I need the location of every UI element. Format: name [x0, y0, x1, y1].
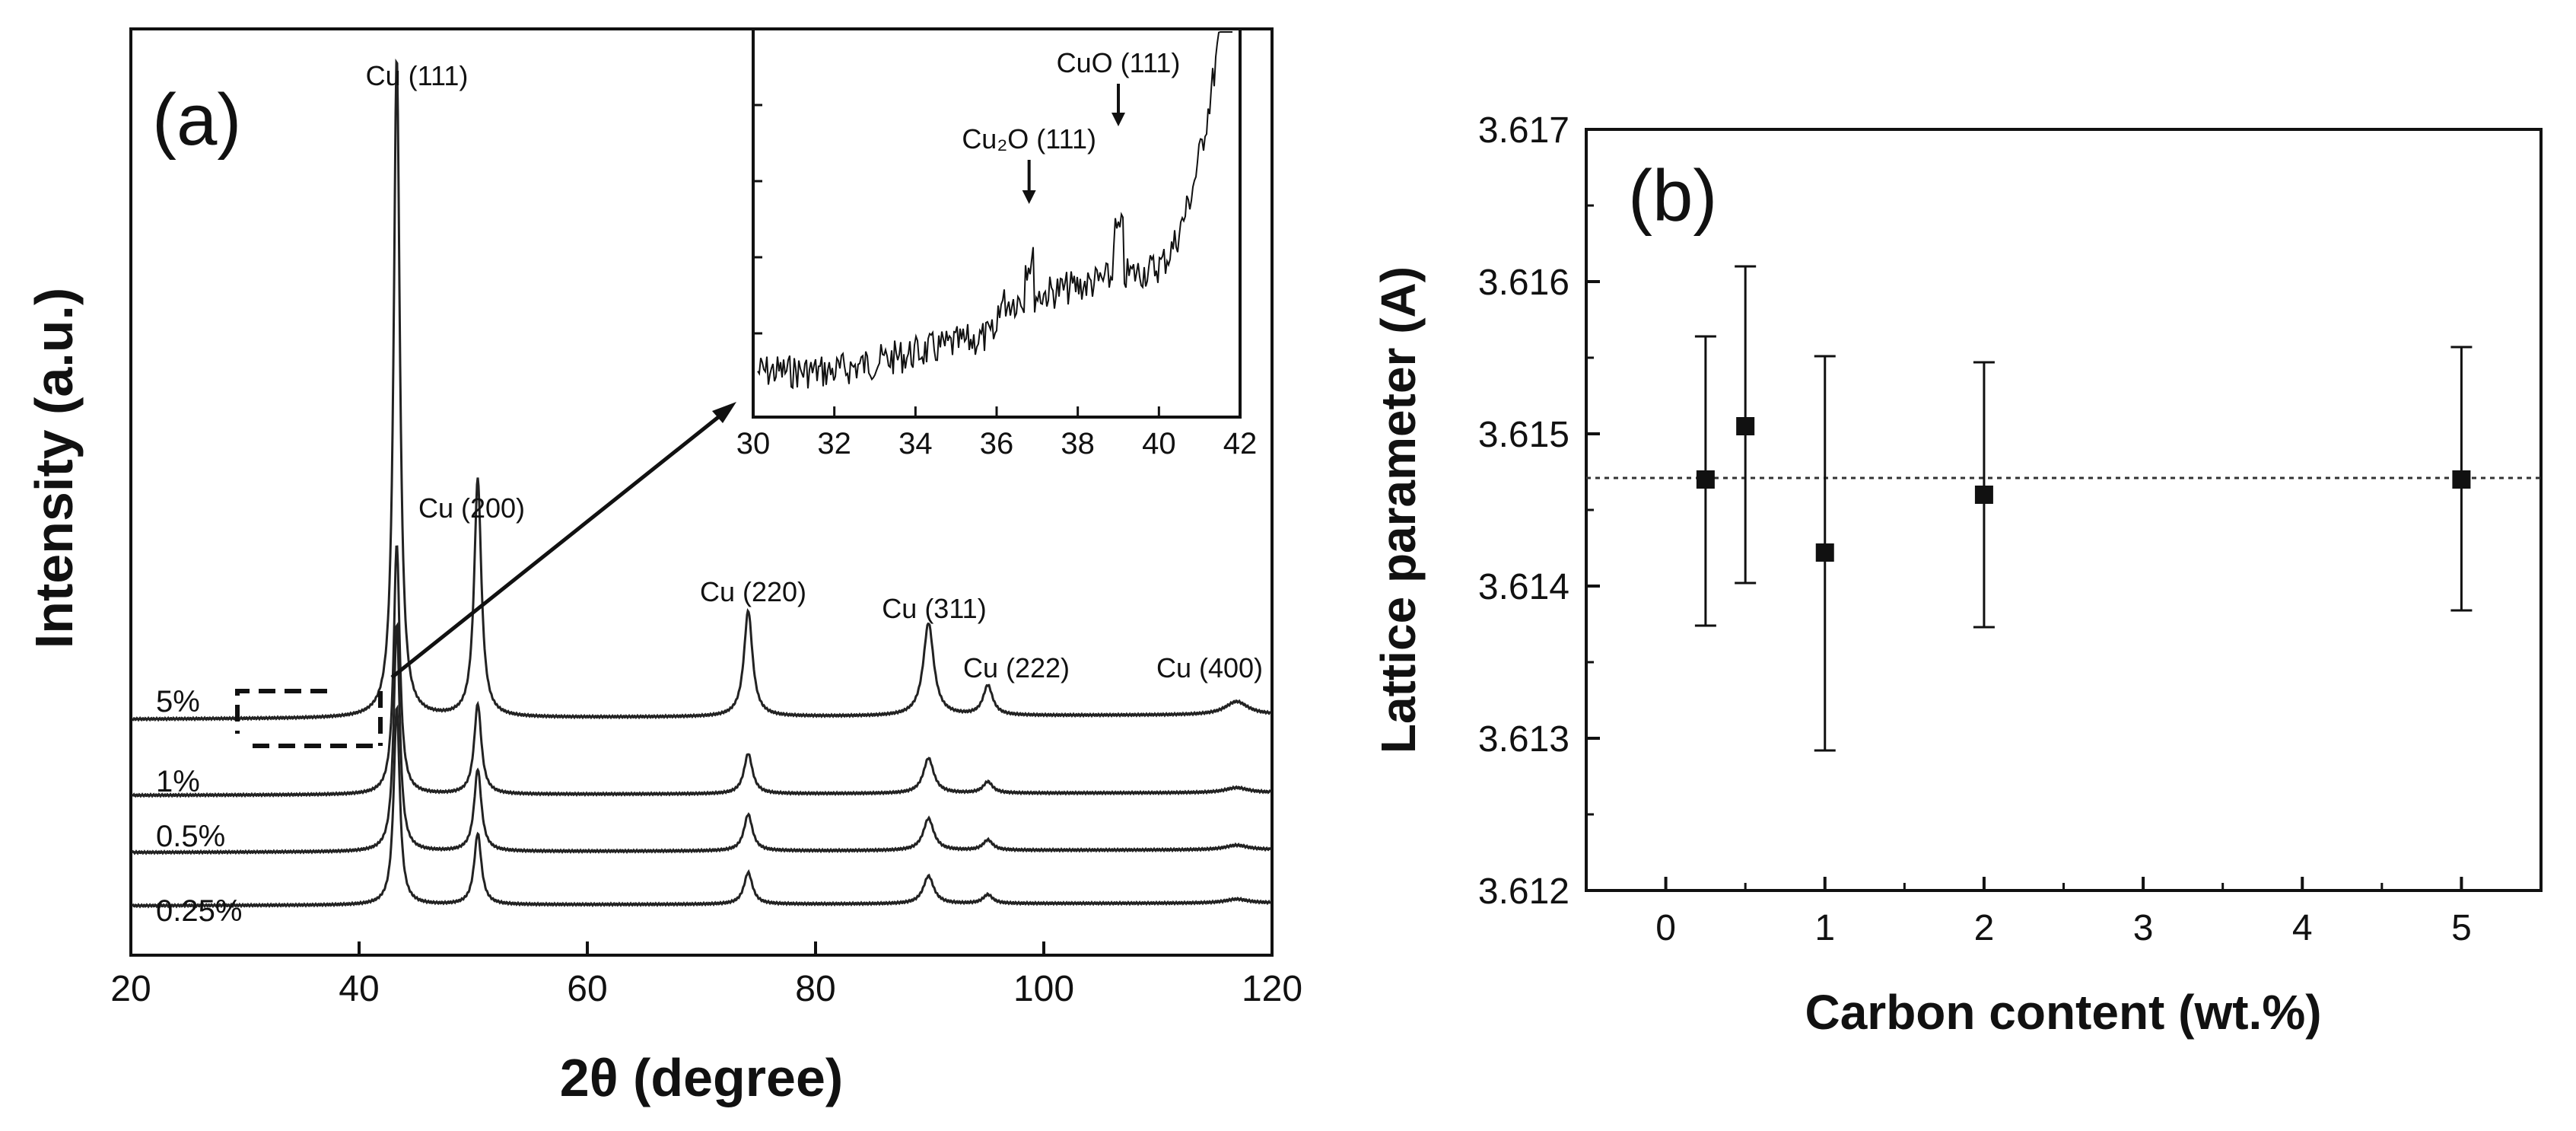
panel-b-y-axis-label: Lattice parameter (A) [1371, 266, 1426, 753]
x-tick-label: 1 [1814, 908, 1835, 948]
x-tick-label: 100 [1013, 969, 1074, 1009]
panel-b-x-ticks: 0 1 2 3 4 5 [1585, 877, 2543, 948]
panel-b-frame [1585, 128, 2543, 892]
data-point [1815, 543, 1834, 562]
inset: 30 32 34 36 38 40 42 Cu₂O (111) CuO (111) [736, 27, 1258, 460]
y-tick-label: 3.616 [1478, 263, 1569, 303]
inset-xrd-pattern [757, 31, 1232, 390]
panel-b-label: (b) [1628, 155, 1717, 237]
zoom-arrowhead [712, 402, 736, 423]
data-points [1694, 265, 2473, 752]
panel-b: 3.612 3.613 3.614 3.615 3.616 3.617 0 1 2 3 4 5 (b… [1371, 110, 2543, 1040]
data-point [1974, 486, 1993, 504]
series-label: 0.25% [156, 894, 242, 928]
y-tick-label: 3.612 [1478, 871, 1569, 912]
inset-annotation-arrowhead [1111, 113, 1125, 126]
x-tick-label: 2 [1974, 908, 1995, 948]
x-tick-label: 40 [339, 969, 379, 1009]
peak-label: Cu (311) [882, 593, 986, 624]
inset-x-ticks: 30 32 34 36 38 40 42 [736, 104, 1258, 460]
inset-annotations: Cu₂O (111) CuO (111) [962, 47, 1180, 204]
xrd-pattern-0-5pct [131, 622, 1272, 855]
inset-x-tick-label: 34 [898, 427, 933, 460]
zoom-box [235, 689, 380, 748]
peak-label: Cu (200) [418, 492, 525, 524]
inset-annotation-arrowhead [1022, 190, 1036, 204]
peak-label: Cu (400) [1156, 652, 1263, 683]
inset-annotation-label: CuO (111) [1057, 47, 1181, 78]
series-label: 1% [156, 765, 200, 798]
inset-x-tick-label: 36 [980, 427, 1014, 460]
panel-a-label: (a) [152, 79, 241, 161]
y-tick-label: 3.614 [1478, 567, 1569, 607]
inset-frame [752, 27, 1242, 419]
x-tick-label: 60 [567, 969, 607, 1009]
x-tick-label: 4 [2292, 908, 2313, 948]
panel-a-x-ticks: 20 40 60 80 100 120 [110, 941, 1302, 1009]
inset-x-tick-label: 38 [1061, 427, 1095, 460]
x-tick-label: 5 [2451, 908, 2472, 948]
y-tick-label: 3.615 [1478, 415, 1569, 455]
series-label: 5% [156, 685, 200, 718]
panel-a-y-axis-label: Intensity (a.u.) [24, 288, 84, 648]
xrd-pattern-5pct [132, 58, 1271, 722]
inset-x-tick-label: 40 [1142, 427, 1176, 460]
inset-x-tick-label: 42 [1223, 427, 1258, 460]
x-tick-label: 120 [1242, 969, 1302, 1009]
peak-labels: Cu (111) Cu (200) Cu (220) Cu (311) Cu (222)… [366, 60, 1263, 683]
xrd-pattern-0-25pct [132, 704, 1271, 909]
x-tick-label: 20 [110, 969, 151, 1009]
peak-label: Cu (220) [700, 576, 806, 607]
inset-x-tick-label: 32 [817, 427, 851, 460]
panel-a-frame [129, 27, 1274, 957]
x-tick-label: 80 [795, 969, 835, 1009]
y-tick-label: 3.617 [1478, 110, 1569, 151]
x-tick-label: 0 [1655, 908, 1676, 948]
zoom-arrow [390, 413, 723, 679]
xrd-pattern-1pct [131, 545, 1272, 798]
data-point [1736, 417, 1755, 435]
panel-a-x-axis-label: 2θ (degree) [560, 1048, 843, 1107]
series-labels: 5% 1% 0.5% 0.25% [156, 685, 242, 928]
inset-x-tick-label: 30 [736, 427, 771, 460]
peak-label: Cu (111) [366, 60, 469, 91]
panel-b-y-ticks: 3.612 3.613 3.614 3.615 3.616 3.617 [1478, 110, 1600, 912]
peak-label: Cu (222) [963, 652, 1070, 683]
panel-a: 20 40 60 80 100 120 Cu (111)Cu (200)Cu (220)C… [24, 27, 1302, 1107]
data-point [2452, 470, 2471, 489]
inset-pattern [757, 31, 1232, 390]
series-label: 0.5% [156, 820, 225, 853]
xrd-curves [131, 58, 1272, 909]
y-tick-label: 3.613 [1478, 719, 1569, 760]
panel-b-x-axis-label: Carbon content (wt.%) [1805, 985, 2321, 1040]
x-tick-label: 3 [2133, 908, 2154, 948]
inset-annotation-label: Cu₂O (111) [962, 123, 1096, 155]
data-point [1696, 470, 1715, 489]
